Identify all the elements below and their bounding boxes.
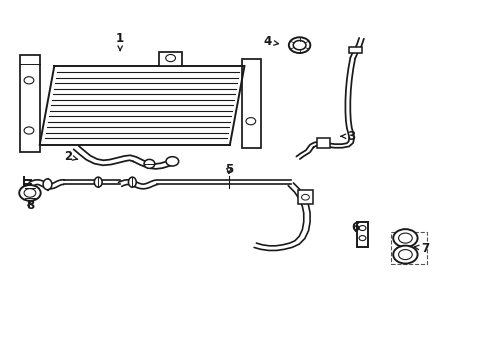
Circle shape: [288, 37, 310, 53]
Bar: [390, 232, 427, 264]
Bar: [316, 138, 330, 148]
Circle shape: [165, 54, 175, 62]
Text: 5: 5: [224, 163, 233, 176]
Circle shape: [24, 77, 34, 84]
Circle shape: [293, 41, 305, 50]
Circle shape: [392, 246, 417, 264]
Circle shape: [392, 229, 417, 247]
Ellipse shape: [128, 177, 136, 187]
Bar: [298, 190, 312, 204]
Circle shape: [358, 226, 365, 230]
Ellipse shape: [144, 159, 155, 168]
Circle shape: [398, 249, 411, 260]
Text: 1: 1: [116, 32, 124, 51]
Bar: [20, 55, 40, 152]
Circle shape: [19, 185, 41, 201]
Circle shape: [398, 233, 411, 243]
Text: 7: 7: [413, 242, 428, 255]
Text: 3: 3: [340, 130, 354, 143]
Circle shape: [301, 194, 309, 200]
Text: 8: 8: [26, 199, 34, 212]
Polygon shape: [348, 47, 361, 53]
Circle shape: [358, 235, 365, 240]
Circle shape: [24, 189, 36, 197]
Text: 4: 4: [263, 35, 278, 49]
Text: 2: 2: [64, 150, 78, 163]
Circle shape: [24, 127, 34, 134]
Text: 6: 6: [351, 221, 359, 234]
Bar: [242, 59, 260, 148]
Circle shape: [165, 157, 178, 166]
Circle shape: [245, 118, 255, 125]
Ellipse shape: [43, 179, 52, 190]
Bar: [356, 222, 367, 247]
Bar: [159, 51, 182, 66]
Ellipse shape: [94, 177, 102, 187]
